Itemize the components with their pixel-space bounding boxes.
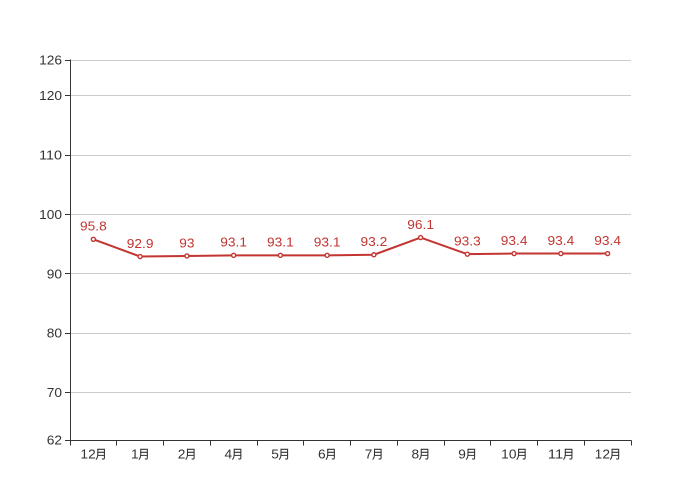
svg-text:93.1: 93.1 [220,235,247,250]
svg-text:110: 110 [39,148,62,163]
svg-text:93.3: 93.3 [454,234,481,249]
svg-text:2: 2 [178,447,186,462]
svg-text:12: 12 [595,447,610,462]
svg-text:6: 6 [318,447,326,462]
svg-text:90: 90 [47,266,62,281]
svg-text:5: 5 [271,447,279,462]
svg-text:96.1: 96.1 [407,217,434,232]
svg-text:10: 10 [501,447,516,462]
svg-text:93.4: 93.4 [501,233,528,248]
svg-text:80: 80 [47,326,62,341]
svg-text:93.2: 93.2 [361,234,388,249]
svg-text:93.4: 93.4 [548,233,575,248]
svg-text:95.8: 95.8 [80,219,107,234]
svg-text:1: 1 [131,447,139,462]
svg-text:8: 8 [412,447,420,462]
svg-text:12: 12 [80,447,95,462]
svg-text:93: 93 [179,235,194,250]
svg-text:100: 100 [39,207,62,222]
svg-text:9: 9 [458,447,466,462]
svg-text:70: 70 [47,385,62,400]
svg-text:120: 120 [39,88,62,103]
svg-text:4: 4 [225,447,233,462]
svg-text:93.1: 93.1 [267,235,294,250]
svg-text:92.9: 92.9 [127,236,154,251]
svg-text:93.1: 93.1 [314,235,341,250]
svg-text:62: 62 [47,433,62,448]
svg-text:126: 126 [39,53,62,68]
svg-text:7: 7 [365,447,373,462]
svg-text:93.4: 93.4 [594,233,621,248]
svg-text:11: 11 [548,447,563,462]
